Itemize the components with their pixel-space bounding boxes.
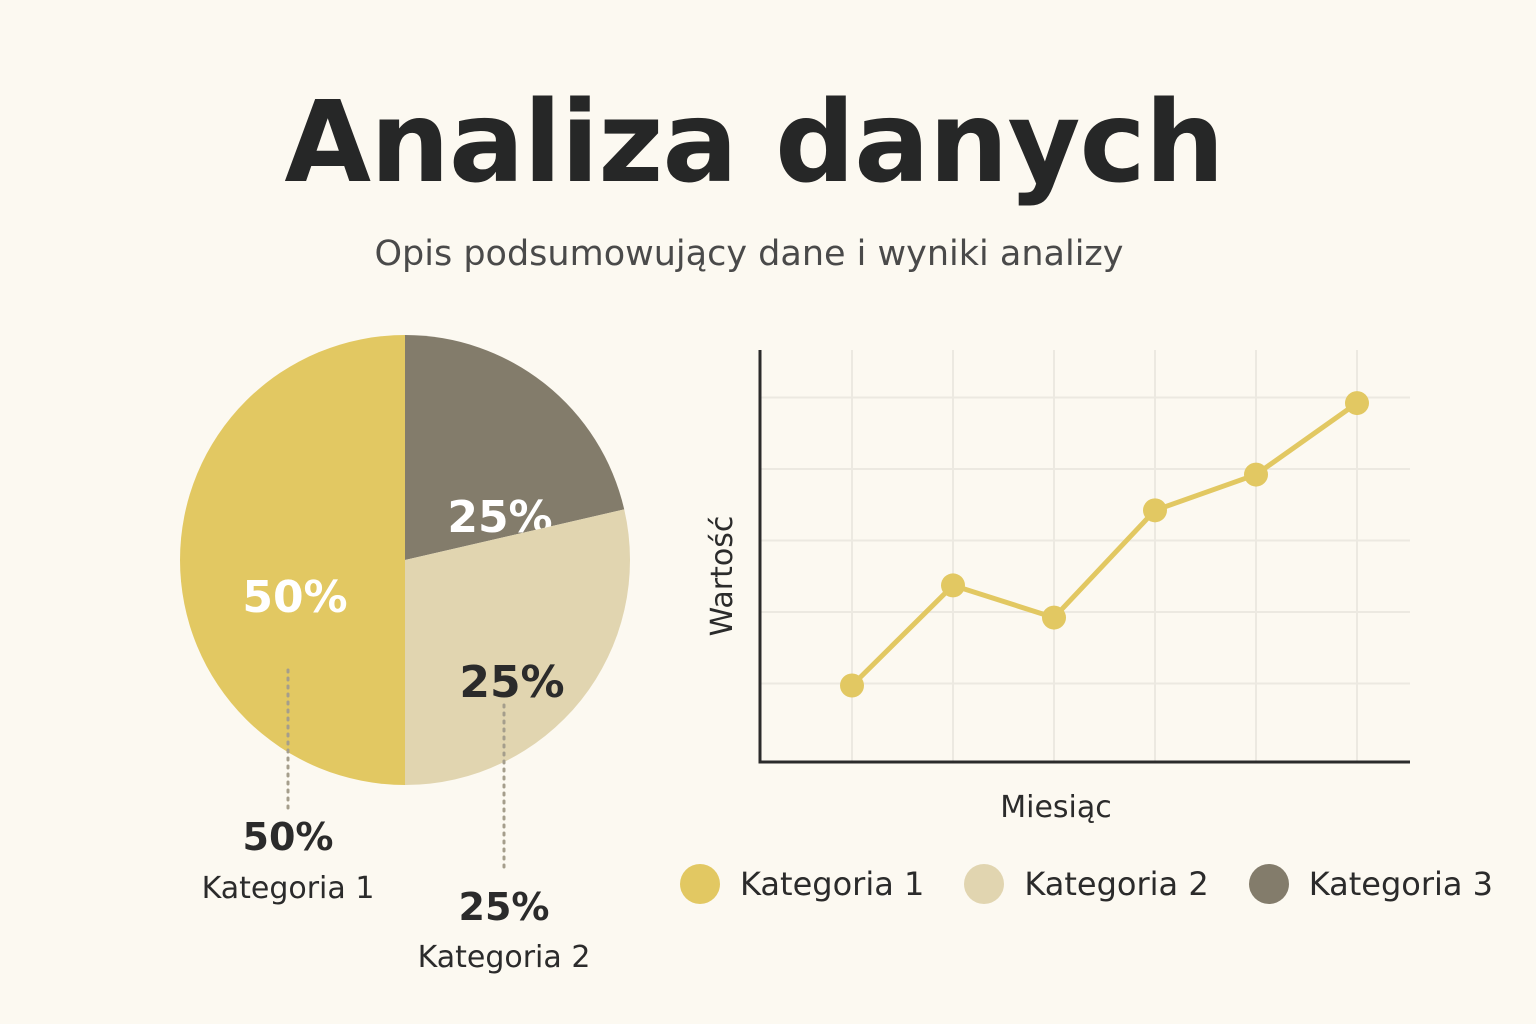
data-point [1244,462,1268,487]
pie-slice-kategoria-2 [405,509,630,785]
callout-category-name: Kategoria 1 [202,871,375,906]
legend-item-kategoria-1: Kategoria 1 [680,864,924,904]
data-point [1042,605,1066,630]
pie-slice-label: 25% [459,657,564,708]
legend-item-kategoria-2: Kategoria 2 [964,864,1209,904]
legend-label-kategoria-2: Kategoria 2 [1024,865,1209,903]
y-axis-label: Wartość [705,516,740,637]
chart-axes [758,350,1410,764]
legend: Kategoria 1 Kategoria 2 Kategoria 3 [680,864,1493,904]
legend-swatch-kategoria-2 [964,864,1005,904]
series-line [850,401,1359,688]
callout-percent: 50% [243,815,334,859]
page-title: Analiza danych [284,78,1224,208]
data-point [1345,391,1369,416]
data-point [1143,498,1167,523]
legend-swatch-kategoria-1 [680,864,720,904]
callout-category-name: Kategoria 2 [418,940,591,975]
pie-chart: 50%25%25%50%Kategoria 1 25%Kategoria 2 [180,335,630,975]
data-point [941,573,965,598]
line-chart: Miesiąc Wartość [705,350,1410,825]
legend-label-kategoria-3: Kategoria 3 [1308,865,1494,903]
page-subtitle: Opis podsumowujący dane i wyniki analizy [374,234,1124,274]
callout-percent: 25% [459,885,550,929]
pie-slice-kategoria-1 [180,335,405,785]
legend-swatch-kategoria-3 [1248,864,1289,904]
data-point [840,673,864,698]
pie-slice-kategoria-3 [405,335,625,560]
x-axis-label: Miesiąc [1000,790,1112,825]
pie-slice-label: 50% [242,572,347,623]
legend-item-kategoria-3: Kategoria 3 [1248,864,1494,904]
legend-label-kategoria-1: Kategoria 1 [740,865,925,903]
